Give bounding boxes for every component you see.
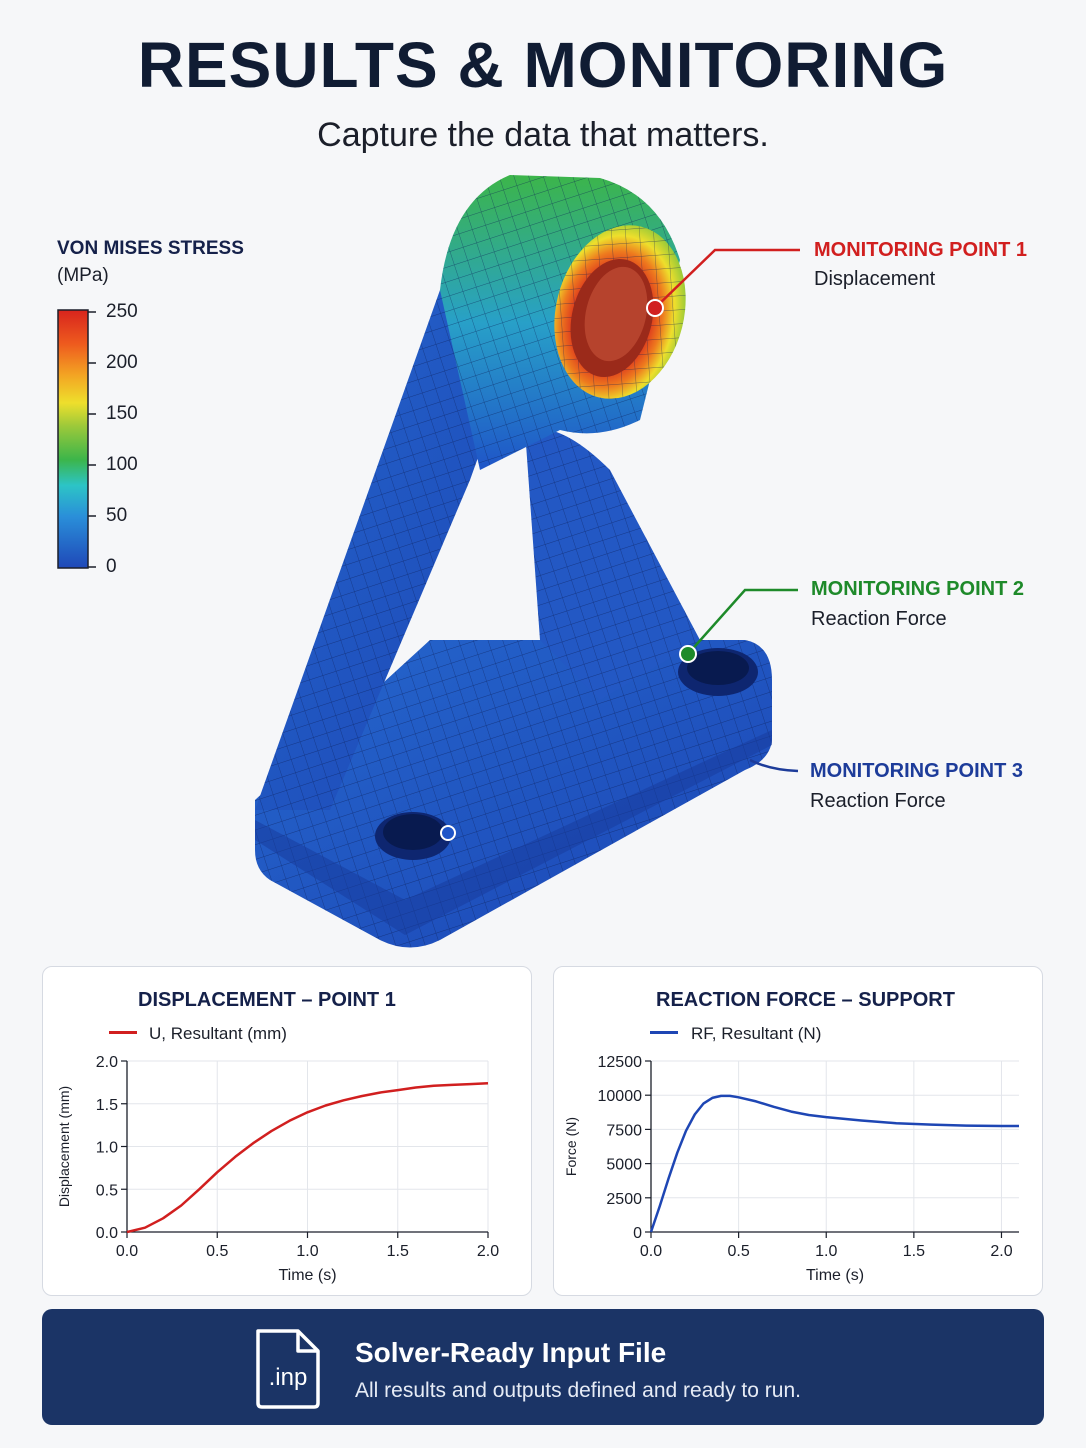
leader-line-point-2 — [687, 588, 798, 655]
series-line — [126, 1081, 489, 1234]
leader-line-point-1 — [654, 248, 800, 309]
colorbar-tick-label: 0 — [106, 556, 117, 577]
monitoring-point-2-subtitle: Reaction Force — [811, 608, 947, 630]
x-tick-label: 2.0 — [477, 1243, 499, 1260]
monitoring-point-2-title: MONITORING POINT 2 — [811, 578, 1024, 600]
colorbar-tick-label: 50 — [106, 505, 128, 526]
y-tick-label: 1.0 — [96, 1140, 118, 1157]
x-tick-label: 1.0 — [296, 1243, 318, 1260]
reaction-force-chart-panel: REACTION FORCE – SUPPORT RF, Resultant (… — [553, 966, 1043, 1296]
displacement-chart-panel: DISPLACEMENT – POINT 1 U, Resultant (mm)… — [42, 966, 532, 1296]
colorbar-tick-label: 250 — [106, 301, 138, 322]
page-title: RESULTS & MONITORING — [137, 29, 949, 101]
y-tick-label: 5000 — [606, 1157, 642, 1174]
chart-title: DISPLACEMENT – POINT 1 — [138, 989, 396, 1011]
legend-unit: (MPa) — [57, 265, 109, 286]
colorbar-ticks — [88, 311, 96, 568]
y-tick-label: 1.5 — [96, 1097, 118, 1114]
colorbar-tick-label: 200 — [106, 352, 138, 373]
monitoring-point-3-subtitle: Reaction Force — [810, 790, 946, 812]
x-tick-label: 1.5 — [387, 1243, 409, 1260]
chart-legend-label: RF, Resultant (N) — [691, 1024, 822, 1043]
chart-legend-swatch — [650, 1031, 678, 1034]
y-tick-label: 12500 — [598, 1054, 643, 1071]
displacement-plot: 0.0 0.5 1.0 1.5 2.0 0.0 0.5 1.0 1.5 2.0 Time (s) Di… — [56, 1054, 499, 1284]
y-tick-label: 2.0 — [96, 1054, 118, 1071]
reaction-force-plot: 0 2500 5000 7500 10000 12500 0.0 0.5 1.0 1.5 2.0 Ti… — [563, 1054, 1019, 1284]
series-line — [649, 1094, 1019, 1233]
x-axis-label: Time (s) — [806, 1267, 864, 1284]
file-extension-label: .inp — [268, 1364, 308, 1391]
stress-colorbar — [57, 309, 89, 569]
y-tick-label: 0.5 — [96, 1182, 118, 1199]
bracket-model-view — [57, 175, 800, 948]
marker-point-3[interactable] — [440, 825, 456, 841]
y-tick-label: 0.0 — [96, 1225, 118, 1242]
y-tick-label: 7500 — [606, 1122, 642, 1139]
footer-title: Solver-Ready Input File — [355, 1337, 667, 1368]
x-tick-label: 2.0 — [990, 1243, 1012, 1260]
chart-title: REACTION FORCE – SUPPORT — [656, 989, 955, 1011]
monitoring-point-1-subtitle: Displacement — [814, 268, 936, 290]
footer-subtitle: All results and outputs defined and read… — [355, 1379, 801, 1402]
x-axis-label: Time (s) — [278, 1267, 336, 1284]
x-tick-label: 0.0 — [116, 1243, 138, 1260]
colorbar-tick-label: 100 — [106, 454, 138, 475]
x-tick-label: 1.5 — [903, 1243, 925, 1260]
file-icon — [256, 1329, 320, 1409]
monitoring-point-1-title: MONITORING POINT 1 — [814, 239, 1027, 261]
chart-legend-label: U, Resultant (mm) — [149, 1024, 287, 1043]
y-tick-label: 2500 — [606, 1191, 642, 1208]
marker-point-1[interactable] — [646, 299, 664, 317]
colorbar-tick-label: 150 — [106, 403, 138, 424]
marker-point-2[interactable] — [679, 645, 697, 663]
solver-ready-banner: .inp Solver-Ready Input File All results… — [42, 1309, 1044, 1425]
y-tick-label: 0 — [633, 1225, 642, 1242]
x-tick-label: 0.5 — [727, 1243, 749, 1260]
monitoring-point-3-title: MONITORING POINT 3 — [810, 760, 1023, 782]
x-tick-label: 0.5 — [206, 1243, 228, 1260]
x-tick-label: 0.0 — [640, 1243, 662, 1260]
leader-line-point-3 — [749, 758, 799, 773]
chart-legend-swatch — [109, 1031, 137, 1034]
x-tick-label: 1.0 — [815, 1243, 837, 1260]
y-axis-label: Force (N) — [563, 1117, 579, 1176]
legend-title: VON MISES STRESS — [57, 238, 244, 259]
page-subtitle: Capture the data that matters. — [317, 116, 769, 154]
y-axis-label: Displacement (mm) — [56, 1086, 72, 1207]
y-tick-label: 10000 — [598, 1088, 643, 1105]
